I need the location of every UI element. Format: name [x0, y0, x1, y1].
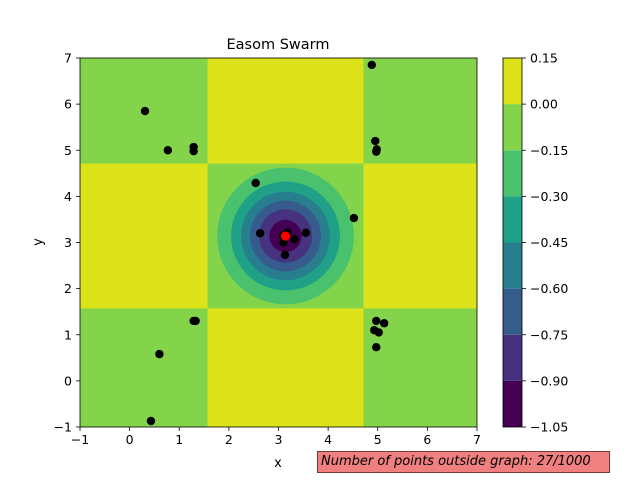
swarm-point [140, 106, 150, 116]
x-axis: −1 0 1 2 3 4 5 6 7 [71, 427, 481, 447]
y-tick-label: 6 [64, 97, 72, 112]
swarm-point [349, 213, 359, 223]
swarm-point [163, 146, 173, 155]
contour-bands [80, 58, 477, 427]
y-tick-label: −1 [54, 420, 72, 435]
colorbar-tick-label: 0.15 [530, 51, 558, 66]
yellow-band-top [207, 58, 364, 164]
x-tick-label: 4 [324, 432, 332, 447]
swarm-point [371, 136, 380, 146]
swarm-point [155, 349, 164, 359]
x-tick-label: −1 [71, 432, 89, 447]
swarm-point [280, 250, 290, 260]
colorbar-segment [503, 196, 522, 243]
colorbar-segment [503, 288, 522, 335]
yellow-band-bottom [207, 308, 364, 427]
y-axis-label: y [31, 238, 46, 246]
x-tick-label: 7 [473, 432, 481, 447]
swarm-point [380, 319, 389, 328]
colorbar-segment [503, 334, 522, 381]
x-tick-label: 0 [126, 432, 134, 447]
swarm-point [189, 146, 198, 156]
colorbar: −1.05 −0.90 −0.75 −0.60 −0.45 −0.30 −0.15 0.00 0… [502, 51, 568, 435]
x-tick-label: 5 [374, 432, 382, 447]
colorbar-tick-label: −0.90 [530, 373, 568, 388]
contour-plot: −1 0 1 2 3 4 5 6 7 −1 0 1 2 3 4 5 6 7 Easom Swarm x y [31, 37, 481, 471]
colorbar-segment [503, 150, 522, 197]
x-tick-label: 3 [275, 432, 283, 447]
swarm-point [301, 228, 310, 238]
swarm-point [255, 229, 265, 238]
colorbar-tick-label: −1.05 [530, 420, 568, 435]
yellow-band-right [363, 163, 477, 309]
swarm-point [191, 316, 200, 326]
colorbar-segment [503, 58, 522, 105]
colorbar-tick-label: 0.00 [530, 97, 558, 112]
y-axis: −1 0 1 2 3 4 5 6 7 [54, 51, 80, 435]
outside-points-annotation: Number of points outside graph: 27/1000 [317, 451, 610, 473]
colorbar-tick-label: −0.15 [530, 143, 568, 158]
colorbar-tick-label: −0.45 [530, 235, 568, 250]
y-tick-label: 7 [64, 51, 72, 66]
x-axis-label: x [274, 456, 282, 471]
x-tick-label: 2 [225, 432, 233, 447]
y-tick-label: 2 [64, 281, 72, 296]
x-tick-label: 1 [175, 432, 183, 447]
swarm-points [140, 60, 389, 426]
best-point [280, 231, 291, 241]
colorbar-segment [503, 242, 522, 289]
swarm-point [290, 235, 299, 244]
yellow-band-left [80, 163, 208, 309]
swarm-point [374, 328, 383, 337]
swarm-point [372, 316, 381, 326]
y-tick-label: 3 [64, 235, 72, 250]
swarm-point [146, 416, 156, 426]
swarm-point [372, 147, 381, 156]
swarm-point [372, 343, 381, 352]
chart-title: Easom Swarm [227, 37, 330, 53]
y-tick-label: 0 [64, 373, 72, 388]
x-tick-label: 6 [423, 432, 431, 447]
y-tick-label: 5 [64, 143, 72, 158]
y-tick-label: 1 [64, 327, 72, 342]
colorbar-segment [503, 104, 522, 151]
colorbar-tick-label: −0.30 [530, 189, 568, 204]
colorbar-segment [503, 380, 522, 427]
colorbar-tick-label: −0.60 [530, 281, 568, 296]
colorbar-tick-label: −0.75 [530, 327, 568, 342]
swarm-point [251, 178, 260, 188]
swarm-point [367, 60, 376, 70]
y-tick-label: 4 [64, 189, 72, 204]
